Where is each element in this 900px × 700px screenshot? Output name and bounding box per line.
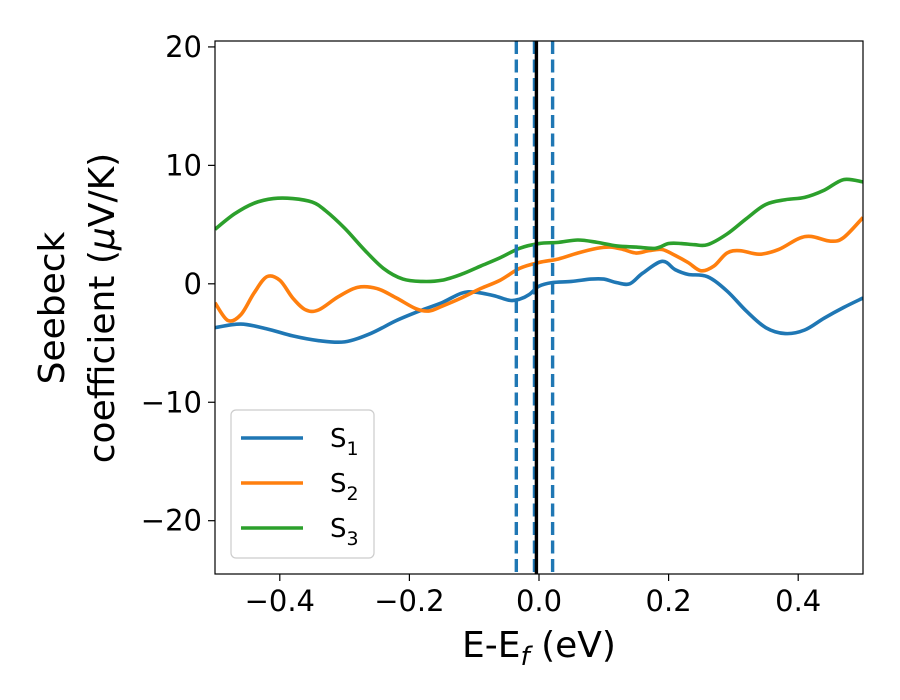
y-tick-label: −20 [141,504,202,538]
y-tick-label: 10 [165,148,202,182]
series-layer [215,177,863,345]
series-line-s2 [215,216,863,323]
series-line-s1 [215,259,863,345]
legend-label: S2 [330,469,359,505]
series-line-s3 [215,177,863,284]
y-axis-title-line1: Seebeck [32,231,73,384]
legend-item-s1: S1 [241,424,359,460]
legend: S1 S2 S3 [230,409,375,559]
y-tick-label: 20 [165,30,202,64]
y-axis: −20 −10 0 10 20 [141,30,215,538]
legend-item-s3: S3 [241,514,359,550]
legend-item-s2: S2 [241,469,359,505]
legend-label: S1 [330,424,359,460]
y-axis-title-line2: coefficient (μV/K) [82,153,123,463]
x-tick-label: −0.4 [245,584,315,618]
x-axis-title: E-Ef (eV) [462,625,616,672]
y-tick-label: −10 [141,385,202,419]
x-tick-label: 0.4 [775,584,821,618]
legend-label: S3 [330,514,359,550]
reference-lines [514,41,555,574]
x-tick-label: −0.2 [374,584,444,618]
x-tick-label: 0.0 [516,584,562,618]
x-axis: −0.4 −0.2 0.0 0.2 0.4 [245,574,821,618]
y-axis-title: Seebeck coefficient (μV/K) [32,153,123,463]
x-tick-label: 0.2 [646,584,692,618]
plot-area [214,40,864,575]
y-tick-label: 0 [184,267,202,301]
